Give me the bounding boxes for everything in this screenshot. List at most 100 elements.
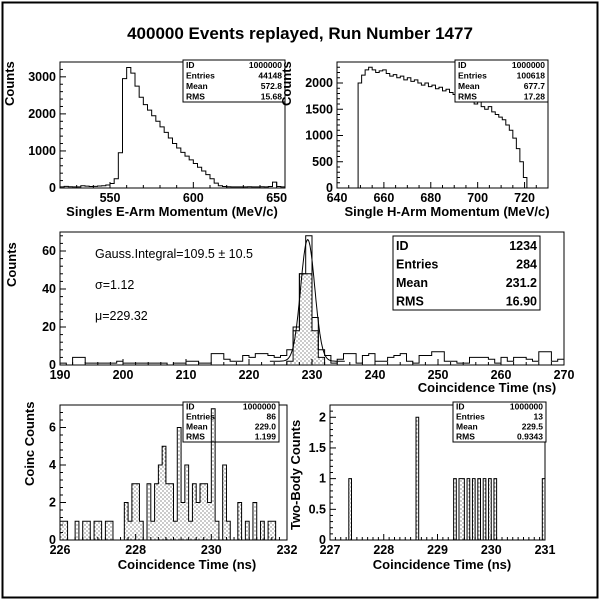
x-tick-label: 230: [201, 543, 222, 557]
y-tick-label: 0: [319, 533, 326, 547]
stats-value: 229.5: [522, 422, 544, 432]
stats-value: 0.9343: [517, 432, 543, 442]
fit-annotation: σ=1.12: [95, 278, 134, 292]
x-tick-label: 230: [302, 368, 323, 382]
x-tick-label: 228: [373, 543, 394, 557]
coinc_zoom-y-axis-title: Coinc Counts: [22, 402, 37, 487]
coinc-y-axis-title: Counts: [4, 242, 19, 287]
y-tick-label: 6: [49, 421, 56, 435]
two_body-x-axis-title: Coincidence Time (ns): [373, 557, 511, 572]
stats-label: Entries: [396, 258, 438, 272]
e_arm-x-axis-title: Singles E-Arm Momentum (MeV/c): [66, 204, 278, 219]
stats-label: RMS: [186, 432, 205, 442]
x-tick-label: 230: [481, 543, 502, 557]
x-tick-label: 650: [266, 191, 287, 205]
y-tick-label: 1500: [305, 102, 333, 116]
y-tick-label: 1.5: [309, 441, 326, 455]
stats-label: ID: [186, 402, 195, 412]
stats-label: ID: [186, 60, 195, 70]
stats-label: RMS: [458, 91, 477, 101]
fit-annotation: Gauss.Integral=109.5 ± 10.5: [95, 247, 253, 261]
stats-value: 16.90: [506, 295, 537, 309]
y-tick-label: 60: [42, 244, 56, 258]
x-tick-label: 550: [100, 191, 121, 205]
stats-label: Mean: [396, 276, 428, 290]
e_arm-stats-box: ID 1000000 Entries 44148 Mean 572.8 RMS 15.68: [182, 59, 286, 103]
coinc_zoom-stats-box: ID 1000000 Entries 86 Mean 229.0 RMS 1.199: [182, 401, 280, 443]
y-tick-label: 1: [319, 472, 326, 486]
x-tick-label: 270: [554, 368, 575, 382]
stats-value: 677.7: [524, 81, 546, 91]
coinc-histogram: [59, 235, 565, 366]
y-tick-label: 2: [319, 410, 326, 424]
stats-value: 44148: [258, 70, 282, 80]
x-tick-label: 260: [491, 368, 512, 382]
x-tick-label: 229: [427, 543, 448, 557]
e_arm-y-axis-title: Counts: [2, 61, 17, 106]
x-tick-label: 226: [50, 543, 71, 557]
h_arm-histogram: [337, 66, 548, 189]
h_arm-axis-ticks: [336, 61, 549, 189]
y-tick-label: 4: [49, 458, 56, 472]
y-tick-label: 0: [49, 533, 56, 547]
stats-label: Mean: [458, 81, 480, 91]
two_body-stats-box: ID 1000000 Entries 13 Mean 229.5 RMS 0.9343: [452, 401, 547, 443]
stats-value: 284: [516, 258, 537, 272]
stats-value: 15.68: [261, 91, 283, 101]
coinc-stats-box: ID 1234 Entries 284 Mean 231.2 RMS 16.90: [392, 235, 541, 311]
stats-value: 572.8: [261, 81, 283, 91]
panel-coinc: 190 200 210 220 230 240 250 260 270 0 20 40 60 ID 1234…: [4, 231, 575, 395]
y-tick-label: 0: [49, 181, 56, 195]
stats-value: 1.199: [255, 432, 277, 442]
gaussian-fit-curve: [269, 238, 345, 362]
coinc_zoom-x-axis-title: Coincidence Time (ns): [118, 557, 256, 572]
y-tick-label: 1000: [28, 144, 56, 158]
stats-label: ID: [456, 402, 465, 412]
x-tick-label: 640: [327, 191, 348, 205]
stats-value: 229.0: [255, 422, 277, 432]
x-tick-label: 200: [113, 368, 134, 382]
x-tick-label: 680: [420, 191, 441, 205]
stats-label: RMS: [456, 432, 475, 442]
x-tick-label: 250: [428, 368, 449, 382]
x-tick-label: 220: [239, 368, 260, 382]
x-tick-label: 228: [125, 543, 146, 557]
y-tick-label: 500: [312, 155, 333, 169]
stats-label: RMS: [396, 295, 424, 309]
x-tick-label: 231: [535, 543, 556, 557]
x-tick-label: 700: [467, 191, 488, 205]
stats-value: 1234: [509, 239, 537, 253]
y-tick-label: 40: [42, 282, 56, 296]
stats-label: Entries: [186, 412, 215, 422]
x-tick-label: 720: [514, 191, 535, 205]
stats-value: 13: [534, 412, 544, 422]
y-tick-label: 3000: [28, 70, 56, 84]
panel-two-body: 227 228 229 230 231 0 0.5 1 1.5 2 ID 1000000 Entries…: [288, 401, 556, 572]
y-tick-label: 0: [326, 181, 333, 195]
stats-label: Mean: [456, 422, 478, 432]
page-title: 400000 Events replayed, Run Number 1477: [127, 24, 473, 43]
stats-label: Mean: [186, 422, 208, 432]
h_arm-stats-box: ID 1000000 Entries 100618 Mean 677.7 RMS 17.28: [454, 59, 549, 103]
coinc-x-axis-title: Coincidence Time (ns): [418, 380, 556, 395]
coinc_zoom-histogram: [59, 408, 287, 541]
two_body-histogram: [330, 416, 546, 541]
y-tick-label: 0: [49, 358, 56, 372]
e_arm-histogram: [59, 67, 286, 188]
stats-label: ID: [396, 239, 409, 253]
stats-value: 100618: [517, 70, 546, 80]
x-tick-label: 210: [176, 368, 197, 382]
stats-value: 1000000: [512, 60, 545, 70]
stats-value: 86: [267, 412, 277, 422]
x-tick-label: 232: [277, 543, 298, 557]
fit-annotation: μ=229.32: [95, 309, 148, 323]
y-tick-label: 20: [42, 320, 56, 334]
x-tick-label: 240: [365, 368, 386, 382]
two_body-y-axis-title: Two-Body Counts: [288, 420, 303, 530]
panel-h-arm: 640 660 680 700 720 0 500 1000 1500 2000 ID 1000000…: [279, 59, 550, 219]
coinc-shaded-peak-histogram: [286, 273, 326, 365]
stats-label: Entries: [456, 412, 485, 422]
stats-label: Mean: [186, 81, 208, 91]
